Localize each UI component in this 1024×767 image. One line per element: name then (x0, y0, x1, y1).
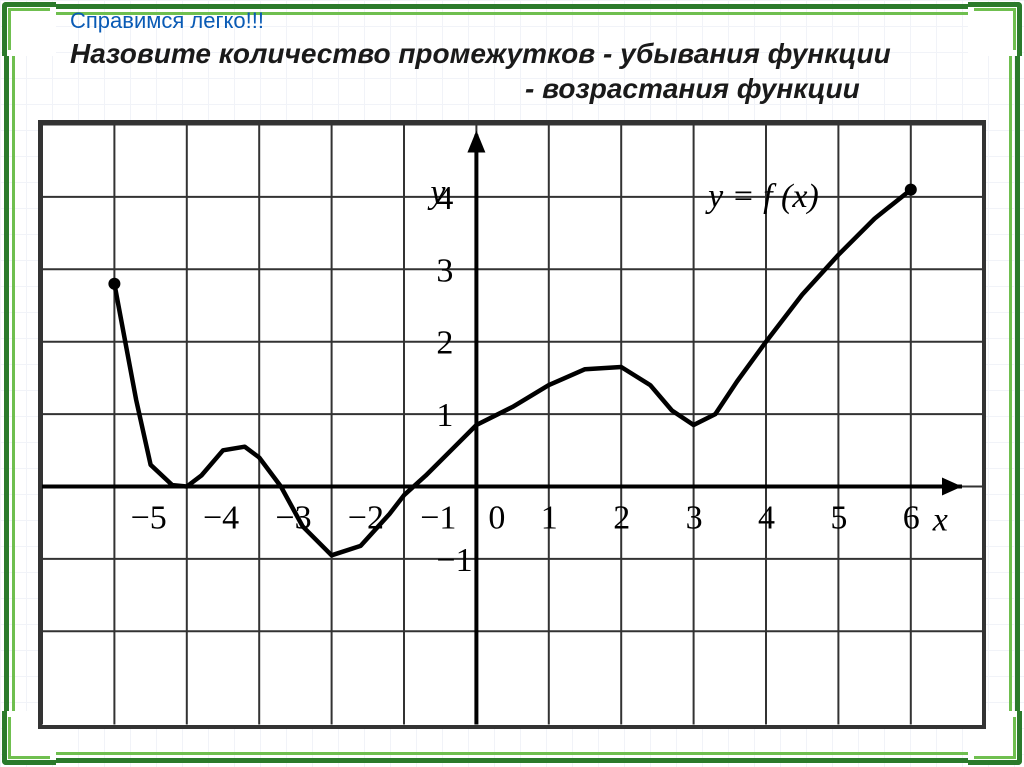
corner-decoration-inner (974, 8, 1016, 50)
y-tick-label: 1 (436, 397, 453, 434)
function-label: y = f (x) (705, 178, 819, 215)
origin-label: 0 (488, 500, 505, 537)
question-line1: Назовите количество промежутков - убыван… (70, 36, 954, 71)
y-tick-label: 2 (436, 325, 453, 362)
x-tick-label: 6 (903, 500, 920, 537)
heading-area: Справимся легко!!! Назовите количество п… (70, 8, 954, 106)
x-tick-label: 4 (758, 500, 775, 537)
x-tick-label: 1 (541, 500, 558, 537)
x-tick-label: −2 (348, 500, 384, 537)
y-tick-label: −1 (436, 542, 472, 579)
x-tick-label: 5 (830, 500, 847, 537)
x-tick-label: 2 (613, 500, 630, 537)
y-tick-label: 3 (436, 252, 453, 289)
corner-decoration-inner (8, 8, 50, 50)
x-tick-label: −5 (131, 500, 167, 537)
slide-subtitle: Справимся легко!!! (70, 8, 954, 34)
x-tick-label: 3 (686, 500, 703, 537)
x-axis-letter: x (932, 502, 948, 539)
function-chart: −5−4−3−2−1123456−112340yxy = f (x) (42, 124, 982, 725)
curve-endpoint (108, 278, 120, 290)
y-axis-letter: y (427, 174, 446, 211)
x-tick-label: −4 (203, 500, 239, 537)
chart-container: −5−4−3−2−1123456−112340yxy = f (x) (38, 120, 986, 729)
curve-endpoint (905, 184, 917, 196)
question-line2: - возрастания функции (70, 71, 954, 106)
x-tick-label: −1 (420, 500, 456, 537)
